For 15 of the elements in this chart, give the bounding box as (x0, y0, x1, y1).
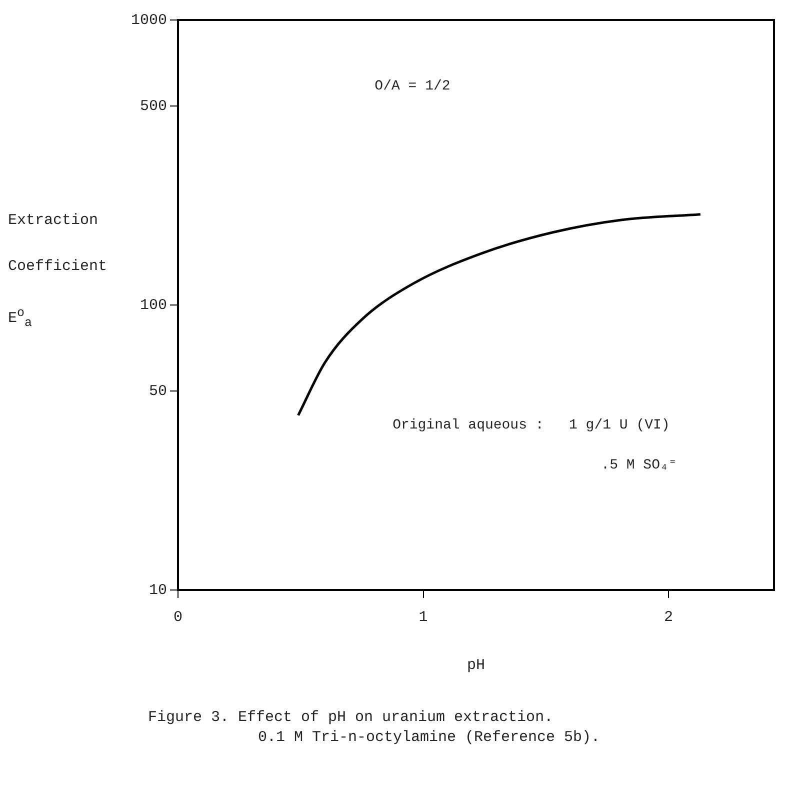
y-tick-label: 500 (140, 98, 168, 115)
text: Figure 3. Effect of pH on uranium extraction. (148, 708, 554, 728)
text: 0.1 M Tri-n-octylamine (Reference 5b). (258, 728, 602, 748)
annotation: Original aqueous : 1 g/1 U (VI) (392, 417, 670, 434)
x-axis-title: pH (466, 656, 486, 674)
x-tick-label: 2 (664, 608, 674, 626)
annotation: .5 M SO₄⁼ (601, 457, 677, 474)
y-tick-label: 50 (148, 382, 168, 400)
y-tick-label: 100 (140, 296, 168, 314)
x-tick-label: 0 (174, 608, 183, 626)
x-tick-label: 1 (418, 608, 428, 626)
line-series (296, 213, 702, 417)
annotation: O/A = 1/2 (374, 78, 450, 94)
y-tick-label: 10 (148, 582, 168, 599)
y-tick-label: 1000 (130, 12, 168, 29)
